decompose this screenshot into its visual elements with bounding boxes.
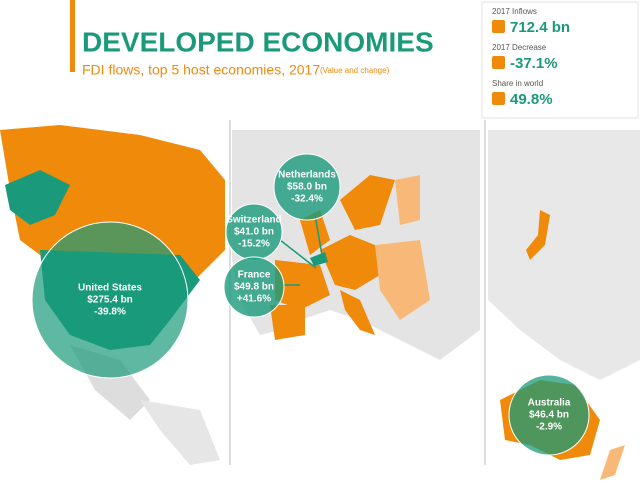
accent-bar bbox=[70, 0, 75, 72]
stats-panel bbox=[481, 1, 639, 119]
stat-icon bbox=[492, 20, 505, 33]
economy-name: France bbox=[238, 270, 271, 281]
economy-change: -32.4% bbox=[291, 194, 323, 205]
bubbles: United States$275.4 bn-39.8%Netherlands$… bbox=[31, 153, 590, 456]
stat-label: Share in world bbox=[492, 79, 543, 88]
economy-name: Netherlands bbox=[278, 170, 336, 181]
title: DEVELOPED ECONOMIES bbox=[82, 26, 434, 57]
economy-change: +41.6% bbox=[237, 294, 271, 305]
stat-label: 2017 Inflows bbox=[492, 7, 537, 16]
note: (Value and change) bbox=[320, 66, 390, 75]
bubble bbox=[223, 256, 285, 318]
economy-value: $275.4 bn bbox=[87, 295, 133, 306]
economy-value: $58.0 bn bbox=[287, 182, 327, 193]
bubble bbox=[273, 153, 341, 221]
economy-value: $49.8 bn bbox=[234, 282, 274, 293]
bubble bbox=[508, 374, 590, 456]
economy-value: $46.4 bn bbox=[529, 410, 569, 421]
stat-value: 49.8% bbox=[510, 91, 553, 108]
stat-label: 2017 Decrease bbox=[492, 43, 547, 52]
economy-change: -15.2% bbox=[238, 239, 270, 250]
economy-name: Australia bbox=[528, 398, 571, 409]
economy-change: -39.8% bbox=[94, 307, 126, 318]
stat-value: -37.1% bbox=[510, 55, 558, 72]
economy-change: -2.9% bbox=[536, 422, 562, 433]
stat-icon bbox=[492, 92, 505, 105]
bubble bbox=[31, 221, 189, 379]
economy-value: $41.0 bn bbox=[234, 227, 274, 238]
economy-name: United States bbox=[78, 283, 142, 294]
stat-value: 712.4 bn bbox=[510, 19, 570, 36]
subtitle: FDI flows, top 5 host economies, 2017 bbox=[82, 62, 320, 78]
stat-icon bbox=[492, 56, 505, 69]
economy-name: Switzerland bbox=[226, 215, 282, 226]
